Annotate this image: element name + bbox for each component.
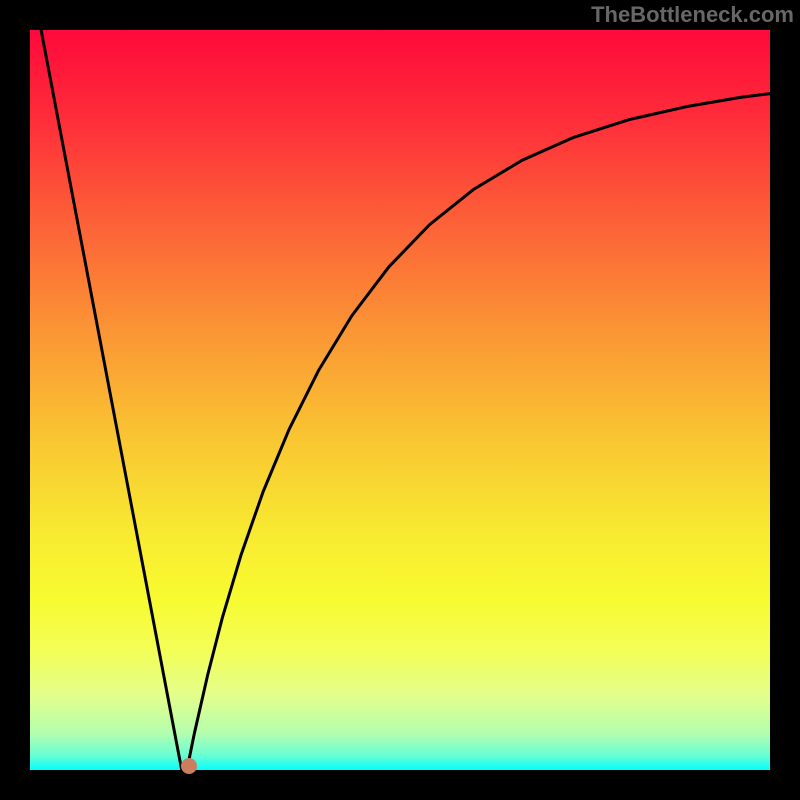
plot-area [30, 30, 770, 770]
bottleneck-curve [41, 30, 770, 770]
attribution-text: TheBottleneck.com [591, 2, 794, 28]
min-point-marker [181, 758, 197, 774]
curve-layer [30, 30, 770, 770]
chart-frame: TheBottleneck.com [0, 0, 800, 800]
